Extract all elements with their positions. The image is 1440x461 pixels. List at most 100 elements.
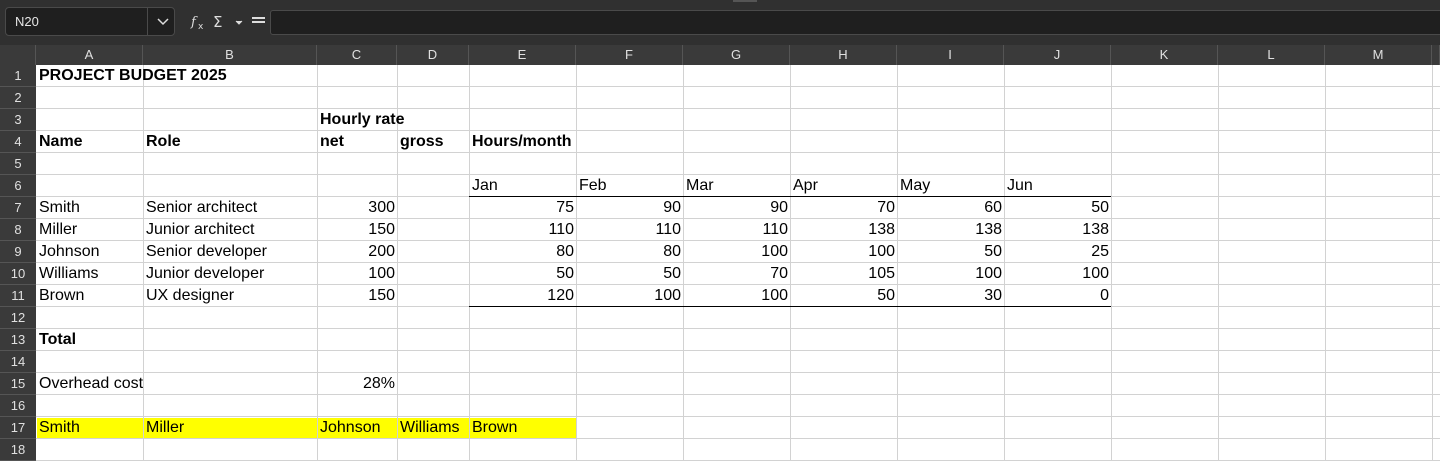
- person-name[interactable]: Williams: [39, 265, 99, 282]
- column-header-i[interactable]: I: [897, 45, 1004, 65]
- highlight-cell[interactable]: Smith: [39, 419, 80, 436]
- name-box[interactable]: N20: [5, 7, 175, 36]
- row-header-11[interactable]: 11: [0, 285, 36, 307]
- column-header-m[interactable]: M: [1325, 45, 1432, 65]
- formula-icon[interactable]: [251, 13, 267, 31]
- row-header-1[interactable]: 1: [0, 65, 36, 87]
- column-header-g[interactable]: G: [683, 45, 790, 65]
- column-header-e[interactable]: E: [469, 45, 576, 65]
- person-name[interactable]: Johnson: [39, 243, 100, 260]
- hours-value[interactable]: 0: [1100, 287, 1109, 304]
- gross-header[interactable]: gross: [400, 133, 444, 150]
- hours-header[interactable]: Hours/month: [472, 133, 572, 150]
- person-name[interactable]: Brown: [39, 287, 85, 304]
- sheet-title[interactable]: PROJECT BUDGET 2025: [39, 67, 227, 84]
- hours-value[interactable]: 50: [663, 265, 681, 282]
- hours-value[interactable]: 50: [984, 243, 1002, 260]
- column-header-f[interactable]: F: [576, 45, 683, 65]
- row-header-9[interactable]: 9: [0, 241, 36, 263]
- row-header-18[interactable]: 18: [0, 439, 36, 461]
- net-header[interactable]: net: [320, 133, 344, 150]
- person-role[interactable]: UX designer: [146, 287, 235, 304]
- column-header-l[interactable]: L: [1218, 45, 1325, 65]
- person-name[interactable]: Miller: [39, 221, 78, 238]
- row-header-8[interactable]: 8: [0, 219, 36, 241]
- overhead-label[interactable]: Overhead cost: [39, 375, 144, 392]
- row-header-4[interactable]: 4: [0, 131, 36, 153]
- sum-icon[interactable]: Σ: [212, 13, 246, 31]
- hours-value[interactable]: 100: [868, 243, 895, 260]
- hours-value[interactable]: 105: [868, 265, 895, 282]
- hours-value[interactable]: 75: [556, 199, 574, 216]
- hours-value[interactable]: 120: [547, 287, 574, 304]
- column-header-k[interactable]: K: [1111, 45, 1218, 65]
- select-all-corner[interactable]: [0, 45, 36, 65]
- month-header-apr[interactable]: Apr: [793, 177, 818, 194]
- row-header-5[interactable]: 5: [0, 153, 36, 175]
- highlight-cell[interactable]: Miller: [146, 419, 185, 436]
- hours-value[interactable]: 138: [868, 221, 895, 238]
- month-header-feb[interactable]: Feb: [579, 177, 607, 194]
- row-header-14[interactable]: 14: [0, 351, 36, 373]
- hours-value[interactable]: 50: [556, 265, 574, 282]
- function-wizard-icon[interactable]: f x: [190, 13, 208, 32]
- column-header-b[interactable]: B: [143, 45, 317, 65]
- hours-value[interactable]: 60: [984, 199, 1002, 216]
- column-header-d[interactable]: D: [397, 45, 469, 65]
- person-role[interactable]: Junior developer: [146, 265, 265, 282]
- row-header-15[interactable]: 15: [0, 373, 36, 395]
- row-header-7[interactable]: 7: [0, 197, 36, 219]
- hourly-rate-header[interactable]: Hourly rate: [320, 111, 405, 128]
- row-header-17[interactable]: 17: [0, 417, 36, 439]
- hours-value[interactable]: 80: [556, 243, 574, 260]
- hours-value[interactable]: 90: [663, 199, 681, 216]
- hours-value[interactable]: 50: [1091, 199, 1109, 216]
- hours-value[interactable]: 110: [548, 221, 574, 238]
- person-rate[interactable]: 150: [368, 287, 395, 304]
- hours-value[interactable]: 110: [762, 221, 788, 238]
- person-rate[interactable]: 150: [368, 221, 395, 238]
- highlight-cell[interactable]: Brown: [472, 419, 518, 436]
- hours-value[interactable]: 100: [761, 243, 788, 260]
- hours-value[interactable]: 138: [1082, 221, 1109, 238]
- hours-value[interactable]: 110: [655, 221, 681, 238]
- row-header-6[interactable]: 6: [0, 175, 36, 197]
- person-rate[interactable]: 200: [368, 243, 395, 260]
- hours-value[interactable]: 100: [1082, 265, 1109, 282]
- row-header-16[interactable]: 16: [0, 395, 36, 417]
- hours-value[interactable]: 50: [877, 287, 895, 304]
- column-header-j[interactable]: J: [1004, 45, 1111, 65]
- hours-value[interactable]: 25: [1091, 243, 1109, 260]
- month-header-mar[interactable]: Mar: [686, 177, 714, 194]
- hours-value[interactable]: 100: [654, 287, 681, 304]
- hours-value[interactable]: 90: [770, 199, 788, 216]
- person-rate[interactable]: 300: [368, 199, 395, 216]
- person-role[interactable]: Junior architect: [146, 221, 255, 238]
- overhead-value[interactable]: 28%: [362, 375, 395, 392]
- column-header-a[interactable]: A: [36, 45, 143, 65]
- hours-value[interactable]: 70: [877, 199, 895, 216]
- spreadsheet-grid[interactable]: A B C D E F G H I J K L M 1 2 3 4 5 6 7 8 9 10 11 12 13 14 15 16 17 18…: [0, 45, 1440, 461]
- row-header-13[interactable]: 13: [0, 329, 36, 351]
- formula-input[interactable]: [270, 10, 1440, 35]
- name-header[interactable]: Name: [39, 133, 83, 150]
- row-header-2[interactable]: 2: [0, 87, 36, 109]
- row-header-10[interactable]: 10: [0, 263, 36, 285]
- month-header-jun[interactable]: Jun: [1007, 177, 1033, 194]
- hours-value[interactable]: 100: [761, 287, 788, 304]
- hours-value[interactable]: 70: [770, 265, 788, 282]
- role-header[interactable]: Role: [146, 133, 181, 150]
- hours-value[interactable]: 138: [975, 221, 1002, 238]
- hours-value[interactable]: 80: [663, 243, 681, 260]
- chevron-down-icon[interactable]: [152, 11, 174, 31]
- person-role[interactable]: Senior architect: [146, 199, 258, 216]
- row-header-3[interactable]: 3: [0, 109, 36, 131]
- highlight-cell[interactable]: Johnson: [320, 419, 381, 436]
- highlight-cell[interactable]: Williams: [400, 419, 460, 436]
- hours-value[interactable]: 100: [975, 265, 1002, 282]
- column-header-c[interactable]: C: [317, 45, 397, 65]
- total-label[interactable]: Total: [39, 331, 77, 348]
- month-header-jan[interactable]: Jan: [472, 177, 498, 194]
- person-role[interactable]: Senior developer: [146, 243, 267, 260]
- person-name[interactable]: Smith: [39, 199, 80, 216]
